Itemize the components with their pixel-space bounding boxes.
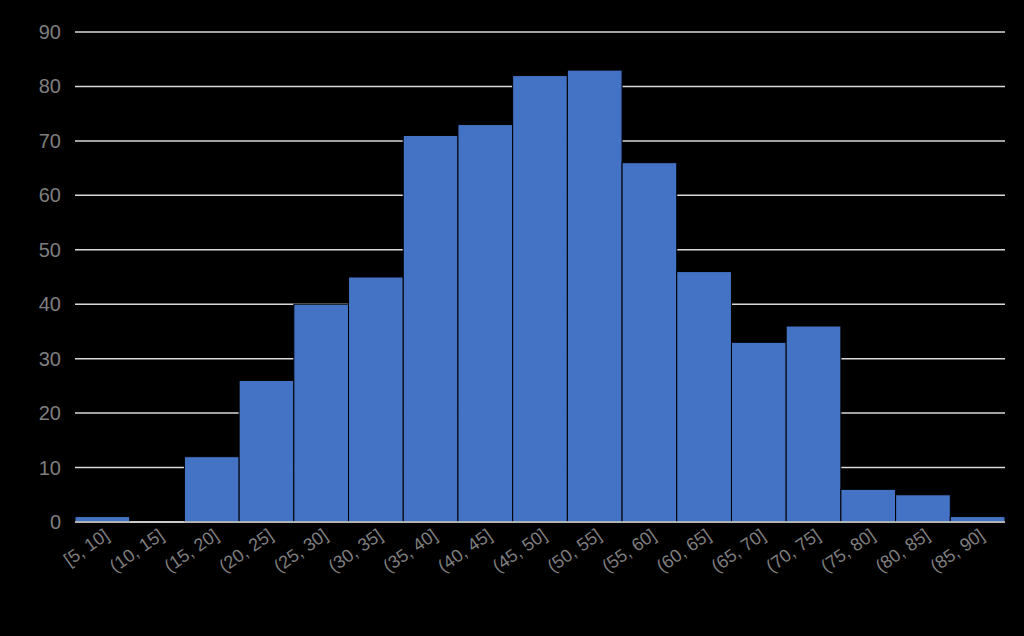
bar [513,76,568,522]
x-tick-label: (85, 90] [926,525,987,576]
bar [622,163,677,522]
x-tick-label: (30, 35] [325,525,386,576]
bar [677,272,732,522]
y-tick-label: 80 [39,75,61,97]
x-axis-line [75,521,1005,523]
bar [239,380,294,522]
bar [841,489,896,522]
bar [731,342,786,522]
x-tick-label: (40, 45] [434,525,495,576]
bar [75,517,130,522]
x-tick-label: (15, 20] [161,525,222,576]
x-tick-label: (55, 60] [598,525,659,576]
y-tick-label: 90 [39,21,61,43]
x-tick-label: [5, 10] [60,525,112,570]
x-tick-label: (80, 85] [872,525,933,576]
y-tick-label: 30 [39,348,61,370]
y-tick-label: 60 [39,184,61,206]
bar [184,457,239,522]
y-tick-label: 20 [39,402,61,424]
x-tick-label: (45, 50] [489,525,550,576]
x-tick-label: (60, 65] [653,525,714,576]
chart: 0 10 20 30 40 50 60 70 80 90 [5, 10](10, 15](15, 2… [0,0,1024,636]
x-tick-label: (20, 25] [215,525,276,576]
bar [349,277,404,522]
y-tick-label: 70 [39,130,61,152]
bar [896,495,951,522]
x-tick-label: (10, 15] [106,525,167,576]
x-tick-label: (70, 75] [762,525,823,576]
bar [294,304,349,522]
grid-line [75,521,1005,523]
bar [403,135,458,522]
x-tick-label: (65, 70] [708,525,769,576]
y-tick-label: 40 [39,293,61,315]
grid-line [75,31,1005,33]
x-tick-label: (25, 30] [270,525,331,576]
bar [567,70,622,522]
y-tick-label: 0 [50,511,61,533]
y-tick-label: 10 [39,457,61,479]
y-tick-label: 50 [39,239,61,261]
bar [786,326,841,522]
x-tick-label: (75, 80] [817,525,878,576]
bar [458,125,513,522]
x-tick-label: (35, 40] [379,525,440,576]
x-tick-label: (50, 55] [544,525,605,576]
bar [950,517,1005,522]
